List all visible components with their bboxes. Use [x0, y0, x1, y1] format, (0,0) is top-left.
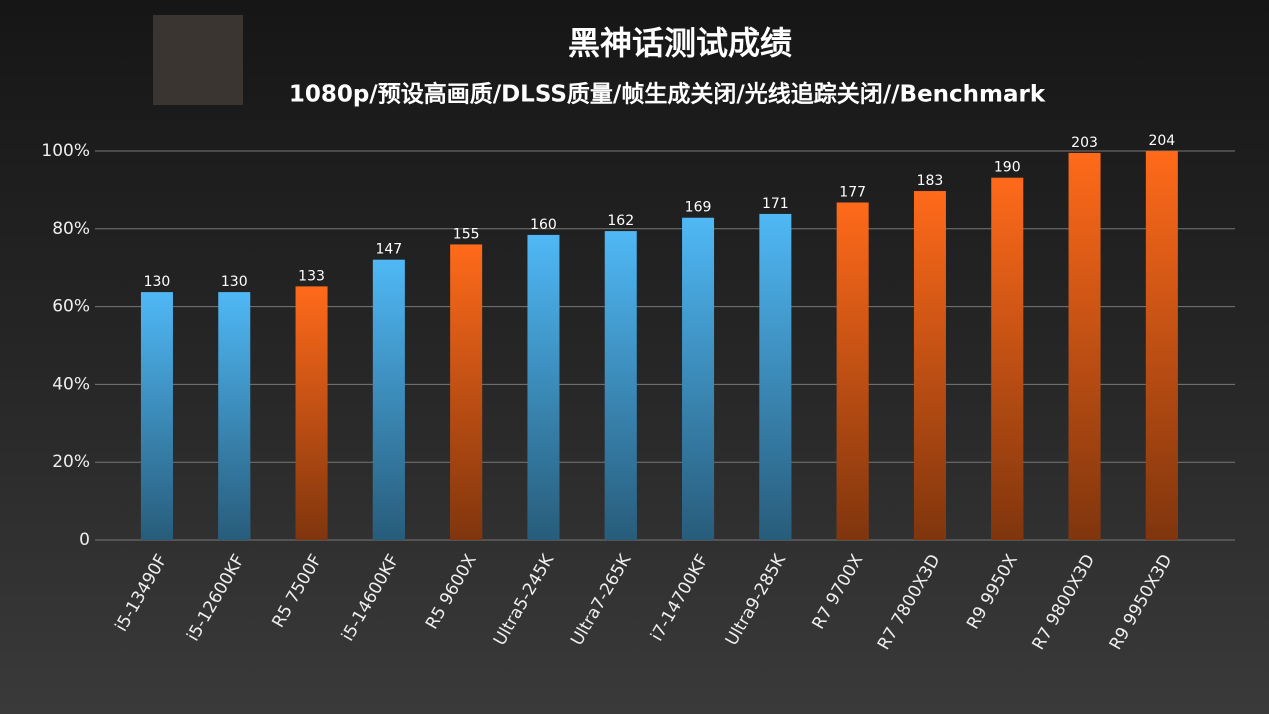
value-label: 190 — [994, 160, 1021, 176]
y-tick-label: 0 — [79, 530, 90, 550]
value-label: 169 — [685, 200, 712, 216]
value-label: 133 — [298, 268, 325, 284]
bar-shade — [682, 217, 715, 541]
value-label: 183 — [917, 173, 944, 189]
chart-subtitle: 1080p/预设高画质/DLSS质量/帧生成关闭/光线追踪关闭//Benchma… — [289, 81, 1046, 108]
bar-shade — [372, 259, 405, 540]
y-tick-label: 80% — [52, 219, 90, 239]
bar-shade — [295, 286, 328, 540]
bar-shade — [1145, 151, 1178, 540]
value-label: 203 — [1071, 135, 1098, 151]
bar-shade — [140, 292, 173, 540]
value-label: 147 — [375, 242, 402, 258]
value-label: 171 — [762, 196, 789, 212]
bar-shade — [991, 177, 1024, 540]
bar-shade — [218, 292, 251, 540]
bar-shade — [527, 234, 560, 540]
value-label: 155 — [453, 226, 480, 242]
y-tick-label: 60% — [52, 297, 90, 317]
value-label: 204 — [1148, 133, 1175, 149]
bar-shade — [1068, 152, 1101, 540]
value-label: 177 — [839, 184, 866, 200]
value-label: 130 — [144, 274, 171, 290]
chart-title: 黑神话测试成绩 — [568, 24, 792, 62]
y-tick-label: 100% — [41, 141, 90, 161]
bar-shade — [836, 202, 869, 540]
bar-shade — [604, 231, 637, 540]
value-label: 160 — [530, 217, 557, 233]
bar-shade — [450, 244, 483, 540]
value-label: 130 — [221, 274, 248, 290]
game-thumbnail — [153, 15, 243, 105]
y-tick-label: 40% — [52, 374, 90, 394]
bar-shade — [759, 213, 792, 541]
value-label: 162 — [607, 213, 634, 229]
y-tick-label: 20% — [52, 452, 90, 472]
bar-shade — [913, 191, 946, 540]
